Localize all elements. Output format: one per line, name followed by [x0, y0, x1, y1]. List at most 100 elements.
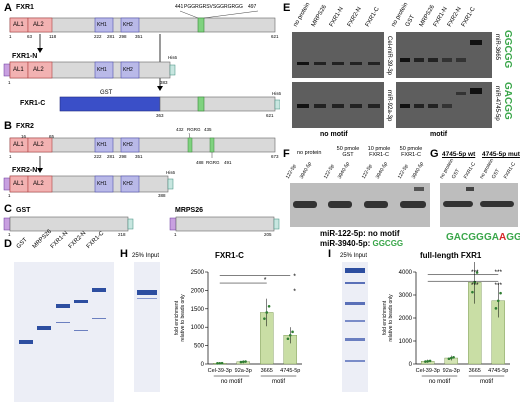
fxr2n-tick-start: 1 [8, 193, 11, 198]
rgrg2-start: 488 [196, 160, 204, 165]
i-title: full-length FXR1 [420, 251, 482, 260]
fxr2-kh1: KH1 [97, 142, 107, 148]
fxr2n-title: FXR2-N [12, 167, 38, 174]
gst-tick-end: 218 [118, 232, 126, 237]
domain-kh2: KH2 [123, 22, 133, 28]
panel-f-label: F [283, 148, 290, 160]
data-point [473, 281, 477, 284]
y-axis-label: fold enrichmentrelative to beads only [174, 294, 186, 342]
gel-e-92a [292, 82, 384, 128]
gst-tick-start: 1 [8, 232, 11, 237]
sig-star: * [293, 274, 296, 281]
h-input-label: 25% Input [132, 253, 160, 259]
fxr2-al2: AL2 [33, 142, 44, 148]
sig-star: *** [471, 269, 479, 276]
data-point [241, 360, 245, 364]
panel-a-label: A [4, 2, 12, 14]
seq-gacgg: GACGG [502, 82, 513, 120]
panel-c-diagram [3, 216, 280, 232]
f-group-noprotein: no protein [297, 150, 322, 156]
panel-a-diagram [3, 10, 280, 112]
mrps-tick-end: 205 [264, 232, 272, 237]
data-point [426, 359, 430, 363]
data-point [452, 356, 455, 359]
gel-band-fxr1n [56, 304, 70, 308]
panel-c-label: C [4, 203, 12, 215]
gel-g [440, 183, 518, 227]
mrps-tick-start: 1 [174, 232, 177, 237]
data-point [447, 357, 451, 361]
fxr2n-kh1: KH1 [97, 181, 107, 187]
panel-g-lane-labels: no protein GST FXR1-C no protein GST FXR… [438, 157, 518, 180]
y-tick-label: 2500 [191, 270, 205, 276]
panel-f-lane-labels: 122-5p 3940-5p 122-5p 3940-5p 122-5p 394… [284, 161, 426, 180]
fxr1c-tick-start: 363 [156, 113, 164, 118]
fxr1n-kh2: KH2 [123, 67, 133, 73]
sig-star: *** [494, 282, 502, 289]
sig-star: *** [494, 269, 502, 276]
y-tick-label: 4000 [399, 270, 413, 276]
data-point [288, 333, 292, 337]
panel-i-label: I [328, 248, 332, 260]
rgrg1-end: 435 [204, 127, 212, 132]
data-point [471, 290, 474, 294]
panel-d-lane-labels: GST MRPS26 FXR1-N FXR2-N FXR1-C [15, 228, 106, 250]
panel-e-left-lanes: no protein MRPS26 FXR1-N FXR2-N FXR1-C [292, 1, 381, 28]
gel-band-fxr1c [92, 288, 106, 292]
data-point [286, 337, 290, 341]
fxr2n-al1: AL1 [13, 181, 24, 187]
fxr1n-kh1: KH1 [97, 67, 107, 73]
y-tick-label: 1500 [191, 307, 205, 313]
y-tick-label: 2000 [399, 316, 413, 322]
gel-f [290, 183, 430, 227]
y-tick-label: 0 [409, 362, 413, 368]
gel-e-cel39-label: Cel-miR-39-3p [386, 36, 392, 76]
g-mut-seq: GAAGG [484, 232, 520, 243]
panel-e-right-caption: motif [430, 131, 448, 138]
group-label: no motif [429, 379, 451, 385]
seq-ggcgg: GGCGG [502, 30, 513, 69]
data-point [220, 361, 224, 365]
data-point [216, 362, 219, 365]
i-input-gel [342, 262, 368, 392]
gel-e-cel39 [292, 32, 384, 78]
x-tick-label: Cel-39-3p [416, 368, 440, 374]
data-point [218, 361, 222, 365]
motif-start: 441 [175, 4, 184, 10]
i-chart: 0 1000 2000 3000 4000 fold enrichmentrelative… [382, 262, 510, 385]
fxr1c-tick-end: 621 [266, 113, 274, 118]
y-tick-label: 3000 [399, 293, 413, 299]
data-point [263, 317, 266, 320]
group-label: motif [480, 379, 493, 385]
y-tick-label: 500 [194, 344, 205, 350]
x-tick-label: 4745-5p [488, 368, 508, 374]
fxr2n-al2: AL2 [33, 181, 44, 187]
gel-band-fxr2n [74, 300, 88, 303]
fxr2n-kh2: KH2 [123, 181, 133, 187]
f-group-fxr1c-50: 50 pmole FXR1-C [399, 146, 423, 158]
gel-e-4745 [396, 82, 492, 128]
domain-al1: AL1 [13, 22, 24, 28]
gel-e-3665 [396, 32, 492, 78]
y-axis-label: fold enrichmentrelative to beads only [382, 294, 394, 342]
panel-d-label: D [4, 238, 12, 250]
motif-end: 497 [248, 4, 257, 10]
gel-band-mrps26 [37, 326, 51, 330]
panel-e-right-lanes: no protein GST MRPS26 FXR1-N FXR2-N FXR1… [390, 1, 477, 28]
fxr1c-title: FXR1-C [20, 100, 46, 107]
fxr1c-gst-label: GST [100, 90, 113, 96]
h-chart: 0 500 1000 1500 2000 2500 fold enrichmentrelat… [174, 270, 302, 385]
data-point [428, 359, 432, 363]
data-point [424, 360, 427, 363]
fxr1n-tick-start: 1 [8, 80, 11, 85]
rgrg2-label: RGRG [206, 160, 220, 165]
data-point [494, 307, 498, 310]
motif-text: PGGRGRSVSGGRGRGG [184, 4, 243, 10]
g-mut-title: 4745-5p mut [482, 151, 520, 158]
data-point [496, 299, 500, 303]
f-caption-2: miR-3940-5p: GGCGG [320, 239, 404, 248]
rgrg1-label: RGRG [187, 127, 201, 132]
f-group-gst: 50 pmole GST [336, 146, 360, 158]
domain-kh1: KH1 [97, 22, 107, 28]
fxr1n-his-label: His6 [168, 55, 178, 60]
